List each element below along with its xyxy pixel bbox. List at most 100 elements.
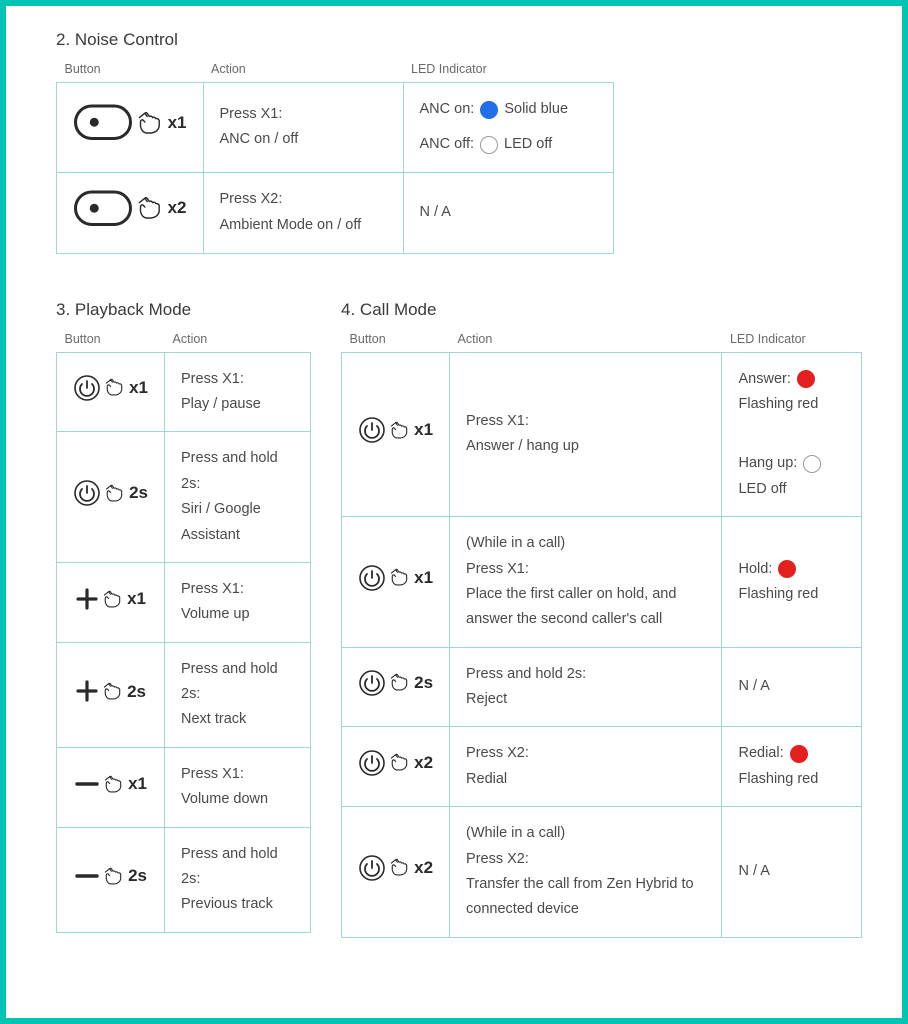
action-result: Play / pause xyxy=(181,392,294,417)
table-row: 2s Press and hold 2s:Siri / Google Assis… xyxy=(57,432,311,563)
button-cell: x1 xyxy=(57,747,165,827)
led-cell: N / A xyxy=(722,647,862,727)
power-button-icon xyxy=(358,416,386,444)
press-multiplier: x1 xyxy=(414,563,433,593)
power-button-icon xyxy=(73,374,101,402)
press-hand-icon xyxy=(388,568,410,587)
action-press: Press X1: xyxy=(181,762,294,787)
table-row: x1 Press X1:Play / pause xyxy=(57,352,311,432)
led-cell: N / A xyxy=(722,807,862,938)
action-press: Press and hold 2s: xyxy=(181,842,294,893)
press-multiplier: 2s xyxy=(127,677,146,707)
led-dot-off xyxy=(480,136,498,154)
action-result: Volume down xyxy=(181,787,294,812)
action-result: Ambient Mode on / off xyxy=(220,213,387,238)
plus-button-icon xyxy=(75,679,99,703)
action-cell: Press and hold 2s:Siri / Google Assistan… xyxy=(165,432,311,563)
action-press: Press X1: xyxy=(181,367,294,392)
action-press: Press X1: xyxy=(466,557,705,582)
power-button-icon xyxy=(358,749,386,777)
col-header-led: LED Indicator xyxy=(722,326,862,353)
action-cell: Press X2:Ambient Mode on / off xyxy=(203,172,403,253)
led-label: Hold: xyxy=(738,557,772,582)
action-press: Press X1: xyxy=(220,102,387,127)
action-cell: Press X1:ANC on / off xyxy=(203,83,403,173)
button-cell: x2 xyxy=(57,172,204,253)
action-cell: Press X1:Volume down xyxy=(165,747,311,827)
col-header-button: Button xyxy=(342,326,450,353)
table-row: x1 Press X1:Volume up xyxy=(57,562,311,642)
led-state: Flashing red xyxy=(738,392,845,417)
led-label: Hang up: xyxy=(738,451,797,476)
anc-button-icon xyxy=(73,101,133,144)
led-group: Hang up: LED off xyxy=(738,451,845,502)
press-hand-icon xyxy=(388,858,410,877)
led-state: Solid blue xyxy=(504,97,568,122)
press-hand-icon xyxy=(135,111,164,135)
action-result: Transfer the call from Zen Hybrid to con… xyxy=(466,872,705,923)
action-result: Next track xyxy=(181,707,294,732)
led-group: Redial: Flashing red xyxy=(738,741,845,792)
press-multiplier: 2s xyxy=(128,861,147,891)
action-cell: Press X1:Play / pause xyxy=(165,352,311,432)
action-press: Press and hold 2s: xyxy=(181,446,294,497)
table-row: 2s Press and hold 2s:Previous track xyxy=(57,827,311,932)
action-result: Answer / hang up xyxy=(466,434,705,459)
button-cell: x2 xyxy=(342,727,450,807)
table-row: x2 Press X2:Redial Redial: Flashing red xyxy=(342,727,862,807)
action-result: Redial xyxy=(466,767,705,792)
col-header-action: Action xyxy=(450,326,722,353)
press-hand-icon xyxy=(388,753,410,772)
action-cell: Press and hold 2s:Reject xyxy=(450,647,722,727)
led-group: Answer: Flashing red xyxy=(738,367,845,418)
minus-button-icon xyxy=(74,864,100,888)
led-label: Redial: xyxy=(738,741,783,766)
led-cell: Redial: Flashing red xyxy=(722,727,862,807)
section-title-call: 4. Call Mode xyxy=(341,300,862,320)
press-hand-icon xyxy=(101,590,123,609)
table-row: x2 Press X2:Ambient Mode on / offN / A xyxy=(57,172,614,253)
led-state: Flashing red xyxy=(738,767,845,792)
anc-button-icon xyxy=(73,187,133,230)
table-row: x2 (While in a call)Press X2:Transfer th… xyxy=(342,807,862,938)
power-button-icon xyxy=(358,669,386,697)
press-multiplier: 2s xyxy=(414,668,433,698)
led-cell: ANC on: Solid blue ANC off: LED off xyxy=(403,83,613,173)
press-hand-icon xyxy=(101,682,123,701)
button-cell: 2s xyxy=(57,827,165,932)
button-cell: x1 xyxy=(342,352,450,517)
action-press: Press and hold 2s: xyxy=(466,662,705,687)
led-group: Hold: Flashing red xyxy=(738,557,845,608)
press-hand-icon xyxy=(388,673,410,692)
press-hand-icon xyxy=(388,421,410,440)
power-button-icon xyxy=(73,479,101,507)
table-row: x1 Press X1:Volume down xyxy=(57,747,311,827)
action-press: Press X2: xyxy=(466,741,705,766)
press-multiplier: x2 xyxy=(168,193,187,223)
led-dot-red xyxy=(790,745,808,763)
action-cell: Press X2:Redial xyxy=(450,727,722,807)
press-multiplier: x1 xyxy=(127,584,146,614)
press-multiplier: x2 xyxy=(414,748,433,778)
action-press: Press and hold 2s: xyxy=(181,657,294,708)
led-line: ANC on: Solid blue xyxy=(420,97,597,122)
led-cell: Answer: Flashing red Hang up: LED off xyxy=(722,352,862,517)
section-title-playback: 3. Playback Mode xyxy=(56,300,311,320)
power-button-icon xyxy=(358,854,386,882)
action-cell: Press and hold 2s:Next track xyxy=(165,642,311,747)
press-hand-icon xyxy=(103,484,125,503)
led-cell: Hold: Flashing red xyxy=(722,517,862,648)
action-press: Press X2: xyxy=(220,187,387,212)
col-header-action: Action xyxy=(203,56,403,83)
press-multiplier: x1 xyxy=(129,373,148,403)
led-dot-red xyxy=(778,560,796,578)
action-result: ANC on / off xyxy=(220,127,387,152)
col-header-led: LED Indicator xyxy=(403,56,613,83)
table-row: x1 Press X1:ANC on / off ANC on: Solid b… xyxy=(57,83,614,173)
press-hand-icon xyxy=(135,196,164,220)
power-button-icon xyxy=(358,564,386,592)
noise-control-table: Button Action LED Indicator x1 Press X1:… xyxy=(56,56,614,254)
button-cell: x1 xyxy=(57,83,204,173)
action-result: Siri / Google Assistant xyxy=(181,497,294,548)
col-header-action: Action xyxy=(165,326,311,353)
